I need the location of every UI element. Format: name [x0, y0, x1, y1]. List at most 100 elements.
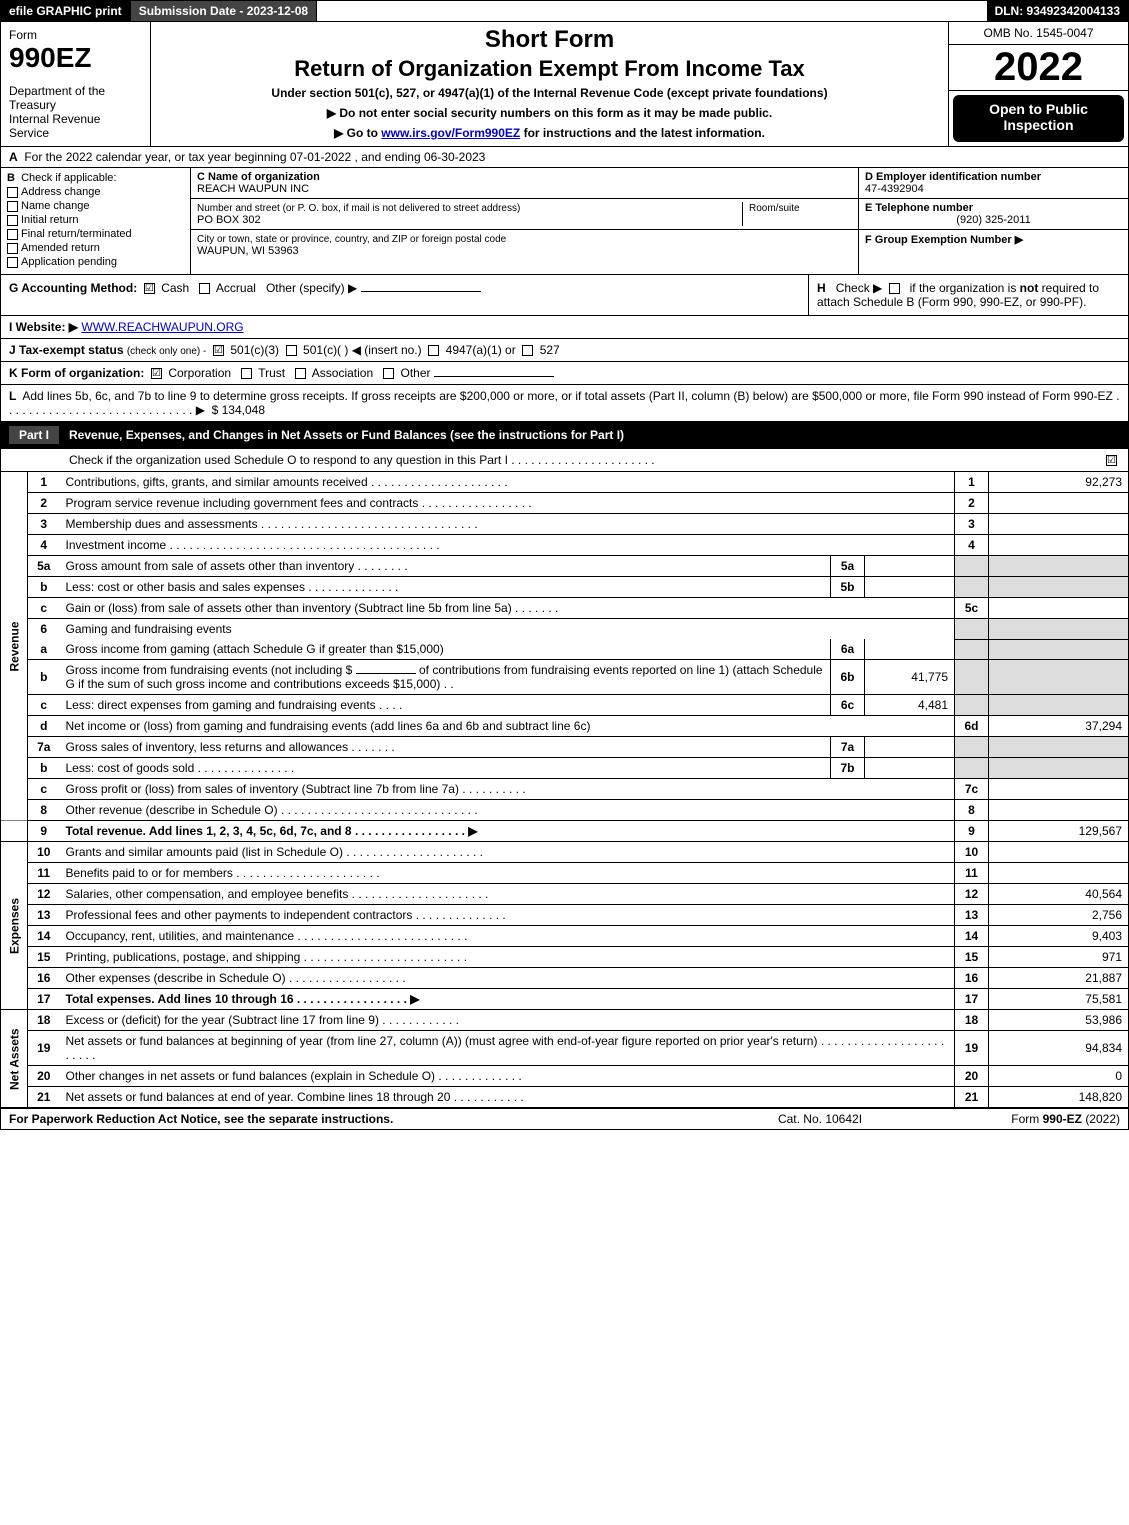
chk-h[interactable] — [889, 283, 900, 294]
val-4 — [989, 535, 1129, 556]
title-return: Return of Organization Exempt From Incom… — [159, 56, 940, 82]
chk-name-change[interactable]: Name change — [7, 200, 184, 212]
sn-7b: 7b — [831, 758, 865, 779]
c-name-label: C Name of organization — [197, 171, 320, 183]
desc-19: Net assets or fund balances at beginning… — [60, 1031, 955, 1066]
ln-10: 10 — [28, 842, 60, 863]
rn-5a-shade — [955, 556, 989, 577]
col-b-checkboxes: B Check if applicable: Address change Na… — [1, 168, 191, 274]
k-label: K Form of organization: — [9, 366, 144, 380]
top-spacer — [317, 1, 986, 21]
chk-501c3[interactable]: ☑ — [213, 345, 224, 356]
i-label: I Website: ▶ — [9, 320, 78, 334]
g-other-input[interactable] — [361, 291, 481, 292]
f-label: F Group Exemption Number ▶ — [865, 234, 1023, 246]
6b-pre: Gross income from fundraising events (no… — [66, 663, 353, 677]
chk-4947[interactable] — [428, 345, 439, 356]
lines-table: Revenue 1 Contributions, gifts, grants, … — [0, 472, 1129, 1108]
chk-initial-return[interactable]: Initial return — [7, 214, 184, 226]
sv-5b — [865, 577, 955, 598]
instr-post: for instructions and the latest informat… — [524, 126, 765, 140]
j-note: (check only one) - — [127, 346, 206, 357]
d-block: D Employer identification number 47-4392… — [859, 168, 1128, 198]
desc-16: Other expenses (describe in Schedule O) … — [60, 968, 955, 989]
row-9: 9 Total revenue. Add lines 1, 2, 3, 4, 5… — [1, 821, 1129, 842]
rn-8: 8 — [955, 800, 989, 821]
desc-18: Excess or (deficit) for the year (Subtra… — [60, 1010, 955, 1031]
c-street-label: Number and street (or P. O. box, if mail… — [197, 203, 520, 214]
chk-corp[interactable]: ☑ — [151, 368, 162, 379]
chk-amended-return[interactable]: Amended return — [7, 242, 184, 254]
val-18: 53,986 — [989, 1010, 1129, 1031]
omb-number: OMB No. 1545-0047 — [949, 22, 1128, 45]
row-11: 11 Benefits paid to or for members . . .… — [1, 863, 1129, 884]
ln-8: 8 — [28, 800, 60, 821]
chk-trust[interactable] — [241, 368, 252, 379]
f-block: F Group Exemption Number ▶ — [859, 229, 1128, 249]
chk-527[interactable] — [522, 345, 533, 356]
row-2: 2 Program service revenue including gove… — [1, 493, 1129, 514]
d-label: D Employer identification number — [865, 171, 1041, 183]
instr-ssn: ▶ Do not enter social security numbers o… — [159, 106, 940, 120]
ln-18: 18 — [28, 1010, 60, 1031]
dln-label: DLN: 93492342004133 — [987, 1, 1128, 21]
title-short-form: Short Form — [159, 26, 940, 54]
website-link[interactable]: WWW.REACHWAUPUN.ORG — [81, 320, 243, 334]
row-19: 19 Net assets or fund balances at beginn… — [1, 1031, 1129, 1066]
chk-schedule-o[interactable]: ☑ — [1106, 455, 1117, 466]
ln-21: 21 — [28, 1087, 60, 1108]
chk-cash[interactable]: ☑ — [144, 283, 155, 294]
header-right: OMB No. 1545-0047 2022 Open to Public In… — [948, 22, 1128, 146]
desc-5b: Less: cost or other basis and sales expe… — [60, 577, 831, 598]
val-15: 971 — [989, 947, 1129, 968]
row-20: 20 Other changes in net assets or fund b… — [1, 1066, 1129, 1087]
h-label: H — [817, 281, 826, 295]
c-name-row: C Name of organization REACH WAUPUN INC — [191, 168, 858, 199]
6b-amount-input[interactable] — [356, 673, 416, 674]
row-1: Revenue 1 Contributions, gifts, grants, … — [1, 472, 1129, 493]
row-7b: b Less: cost of goods sold . . . . . . .… — [1, 758, 1129, 779]
g-cash: Cash — [161, 281, 189, 295]
footer-form-num: 990-EZ — [1043, 1112, 1082, 1126]
rn-13: 13 — [955, 905, 989, 926]
irs-link[interactable]: www.irs.gov/Form990EZ — [381, 126, 520, 140]
desc-4: Investment income . . . . . . . . . . . … — [60, 535, 955, 556]
l-text: Add lines 5b, 6c, and 7b to line 9 to de… — [9, 389, 1120, 417]
chk-other-org[interactable] — [383, 368, 394, 379]
footer-left: For Paperwork Reduction Act Notice, see … — [9, 1112, 720, 1126]
b-label: B — [7, 172, 15, 184]
rn-12: 12 — [955, 884, 989, 905]
desc-11: Benefits paid to or for members . . . . … — [60, 863, 955, 884]
efile-label[interactable]: efile GRAPHIC print — [1, 1, 131, 21]
b-heading: Check if applicable: — [21, 172, 116, 184]
chk-accrual[interactable] — [199, 283, 210, 294]
row-k-formorg: K Form of organization: ☑ Corporation Tr… — [0, 362, 1129, 385]
chk-assoc[interactable] — [295, 368, 306, 379]
side-revenue: Revenue — [1, 472, 28, 821]
row-13: 13 Professional fees and other payments … — [1, 905, 1129, 926]
chk-application-pending[interactable]: Application pending — [7, 256, 184, 268]
desc-5c: Gain or (loss) from sale of assets other… — [60, 598, 955, 619]
rn-3: 3 — [955, 514, 989, 535]
ln-7a: 7a — [28, 737, 60, 758]
desc-12: Salaries, other compensation, and employ… — [60, 884, 955, 905]
rn-4: 4 — [955, 535, 989, 556]
l-amount: $ 134,048 — [212, 403, 265, 417]
chk-final-return[interactable]: Final return/terminated — [7, 228, 184, 240]
j-label: J Tax-exempt status — [9, 343, 124, 357]
desc-20: Other changes in net assets or fund bala… — [60, 1066, 955, 1087]
rn-11: 11 — [955, 863, 989, 884]
val-11 — [989, 863, 1129, 884]
chk-501c[interactable] — [286, 345, 297, 356]
g-label: G Accounting Method: — [9, 281, 137, 295]
val-14: 9,403 — [989, 926, 1129, 947]
val-6b-shade — [989, 660, 1129, 695]
form-title-block: Short Form Return of Organization Exempt… — [151, 22, 948, 146]
k-other-input[interactable] — [434, 376, 554, 377]
val-6-shade — [989, 619, 1129, 640]
chk-address-change[interactable]: Address change — [7, 186, 184, 198]
rn-6c-shade — [955, 695, 989, 716]
val-1: 92,273 — [989, 472, 1129, 493]
instr-link: ▶ Go to www.irs.gov/Form990EZ for instru… — [159, 126, 940, 140]
part-i-tag: Part I — [9, 426, 59, 444]
